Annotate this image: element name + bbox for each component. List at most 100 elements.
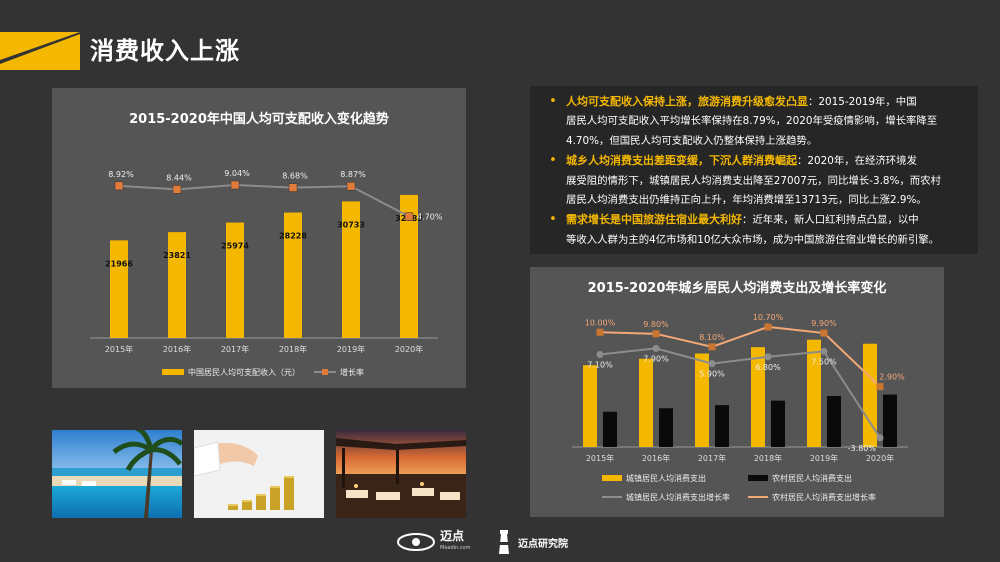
rural-growth-marker xyxy=(652,330,660,338)
bullet-dot-icon: • xyxy=(549,94,557,109)
rural-growth-marker xyxy=(764,323,772,331)
insight-text: 4.70%，但国民人均可支配收入仍整体保持上涨趋势。 xyxy=(566,134,818,147)
rural-growth-label: 9.80% xyxy=(643,320,669,329)
legend-label-growth: 增长率 xyxy=(340,367,364,377)
rural-growth-label: 9.90% xyxy=(811,319,837,328)
urban-spending-bar xyxy=(583,365,597,447)
meadin-logo-sub: Meadin.com xyxy=(440,545,471,551)
legend-marker-growth xyxy=(322,369,328,375)
rural-spending-bar xyxy=(603,411,617,447)
income-chart-title: 2015-2020年中国人均可支配收入变化趋势 xyxy=(129,112,389,127)
growth-rate-label: 8.44% xyxy=(166,173,192,182)
growth-rate-label: 8.87% xyxy=(340,170,366,179)
urban-growth-label: 7.10% xyxy=(587,360,613,369)
urban-growth-marker xyxy=(708,360,716,368)
x-tick-label: 2016年 xyxy=(642,453,670,463)
insights-box: • 人均可支配收入保持上涨，旅游消费升级愈发凸显：2015-2019年，中国 居… xyxy=(530,86,978,254)
meadin-logo: 迈点 Meadin.com xyxy=(396,530,470,554)
x-tick-label: 2019年 xyxy=(337,344,365,354)
meadin-institute-logo: 迈点研究院 xyxy=(494,530,568,554)
x-tick-label: 2015年 xyxy=(105,344,133,354)
insight-text: ：近年来，新人口红利持点凸显，以中 xyxy=(742,214,919,227)
growth-rate-marker xyxy=(230,180,240,190)
growth-rate-label: 8.68% xyxy=(282,172,308,181)
consumption-chart-title: 2015-2020年城乡居民人均消费支出及增长率变化 xyxy=(587,281,887,296)
x-tick-label: 2020年 xyxy=(395,344,423,354)
income-bar xyxy=(342,201,360,338)
growth-rate-label: 4.70% xyxy=(417,213,443,222)
urban-growth-line xyxy=(599,347,881,439)
x-tick-label: 2018年 xyxy=(279,344,307,354)
title-banner-accent xyxy=(0,32,80,70)
legend-label-income: 中国居民人均可支配收入（元） xyxy=(188,367,300,377)
income-chart: 21966 2015年 23821 2016年 25974 2017年 28228 2018年… xyxy=(90,169,443,377)
income-bar xyxy=(226,222,244,338)
growth-rate-label: 8.92% xyxy=(108,170,134,179)
income-bar-label: 25974 xyxy=(221,242,249,251)
rural-growth-label: 8.10% xyxy=(699,333,725,342)
rural-growth-marker xyxy=(820,329,828,337)
income-bar xyxy=(284,212,302,338)
legend-swatch-urban xyxy=(602,475,622,481)
urban-spending-bar xyxy=(751,347,765,447)
legend-swatch-income xyxy=(162,369,184,375)
legend-swatch-rural xyxy=(748,475,768,481)
meadin-eye-icon xyxy=(397,533,435,551)
insight-item: • 需求增长是中国旅游住宿业最大利好：近年来，新人口红利持点凸显，以中 等收入人… xyxy=(540,210,966,250)
urban-growth-marker xyxy=(764,353,772,361)
urban-growth-label: 7.90% xyxy=(643,354,669,363)
urban-growth-label: 7.50% xyxy=(811,357,837,366)
legend-label-urban-growth: 城镇居民人均消费支出增长率 xyxy=(626,492,730,502)
urban-growth-label: 6.80% xyxy=(755,363,781,372)
rural-spending-bar xyxy=(883,394,897,447)
rural-growth-label: 2.90% xyxy=(879,373,905,382)
urban-spending-bar xyxy=(639,358,653,447)
income-bar-label: 30733 xyxy=(337,220,365,229)
growth-rate-marker xyxy=(288,183,298,192)
income-bar-label: 21966 xyxy=(105,259,133,268)
growth-rate-marker xyxy=(404,212,414,221)
x-tick-label: 2018年 xyxy=(754,453,782,463)
urban-growth-label: 5.90% xyxy=(699,370,725,379)
rural-spending-bar xyxy=(771,400,785,447)
insight-item: • 人均可支配收入保持上涨，旅游消费升级愈发凸显：2015-2019年，中国 居… xyxy=(540,92,966,151)
coin-stacks-hand-photo xyxy=(194,430,324,518)
legend-label-rural: 农村居民人均消费支出 xyxy=(772,473,852,483)
urban-growth-marker xyxy=(820,347,828,355)
x-tick-label: 2017年 xyxy=(698,453,726,463)
consumption-chart-panel: 2015-2020年城乡居民人均消费支出及增长率变化 2015年 2016年 201… xyxy=(530,267,944,517)
growth-rate-marker xyxy=(172,185,182,194)
growth-rate-marker xyxy=(346,181,356,191)
growth-rate-label: 9.04% xyxy=(224,169,250,178)
bullet-dot-icon: • xyxy=(549,153,557,169)
income-bar-label: 23821 xyxy=(163,251,191,260)
rooftop-terrace-sunset-photo xyxy=(336,430,466,518)
lighthouse-icon xyxy=(499,530,509,554)
consumption-chart: 2015年 2016年 2017年 2018年 2019年 2020年 7.10% 7.90%… xyxy=(572,313,908,502)
urban-spending-bar xyxy=(863,343,877,447)
rural-spending-bar xyxy=(659,408,673,447)
growth-rate-marker xyxy=(114,181,124,191)
insight-text: ：2015-2019年，中国 xyxy=(808,96,917,108)
legend-label-rural-growth: 农村居民人均消费支出增长率 xyxy=(772,492,876,502)
legend-label-urban: 城镇居民人均消费支出 xyxy=(626,473,706,483)
page-title: 消费收入上涨 xyxy=(90,37,240,65)
insight-text: ：2020年，在经济环境发 xyxy=(797,155,917,168)
rural-growth-label: 10.70% xyxy=(753,313,784,322)
urban-growth-marker xyxy=(652,344,660,352)
insight-text: 居民人均消费支出仍维持正向上升，年均消费增至13713元，同比上涨2.9%。 xyxy=(566,194,927,207)
insight-text: 展受阻的情形下，城镇居民人均消费支出降至27007元，同比增长-3.8%，而农村 xyxy=(566,174,941,187)
urban-spending-bar xyxy=(807,339,821,447)
rural-spending-bar xyxy=(715,405,729,447)
insight-highlight: 城乡人均消费支出差距变缓，下沉人群消费崛起 xyxy=(566,154,797,168)
x-tick-label: 2016年 xyxy=(163,344,191,354)
x-tick-label: 2017年 xyxy=(221,344,249,354)
growth-rate-line xyxy=(118,183,410,218)
rural-growth-marker xyxy=(708,343,716,351)
beach-resort-pool-photo xyxy=(52,430,182,518)
urban-growth-label: -3.80% xyxy=(848,444,877,453)
urban-spending-bar xyxy=(695,353,709,447)
rural-growth-label: 10.00% xyxy=(585,318,616,327)
insight-item: • 城乡人均消费支出差距变缓，下沉人群消费崛起：2020年，在经济环境发 展受阻… xyxy=(540,151,966,210)
income-chart-panel: 2015-2020年中国人均可支配收入变化趋势 21966 2015年 23821 2… xyxy=(52,88,466,388)
